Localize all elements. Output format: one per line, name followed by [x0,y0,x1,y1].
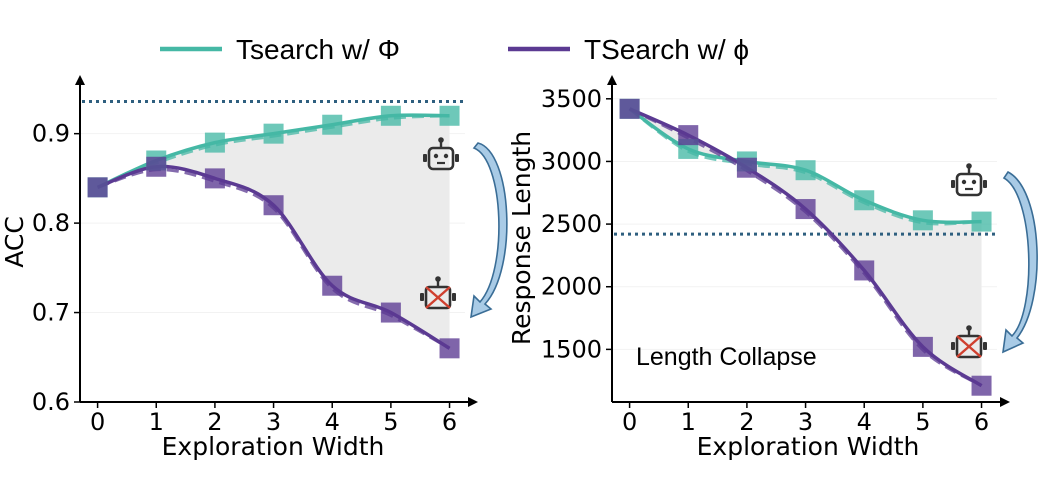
chart-acc-xtick-label: 5 [383,408,398,436]
legend: Tsearch w/ Φ TSearch w/ ϕ [160,34,749,65]
chart-acc-point [146,156,167,177]
chart-acc-markers [87,105,460,359]
robot-icon [423,137,459,171]
chart-length-xtick-label: 1 [681,408,696,436]
legend-label-purple: TSearch w/ ϕ [584,34,749,65]
chart-acc-point [439,338,460,359]
chart-acc-point [322,114,343,135]
chart-acc-ytick-label: 0.7 [32,299,70,327]
chart-acc-point [380,105,401,126]
chart-length-xlabel: Exploration Width [697,432,920,461]
chart-acc: 0.6 0.7 0.8 0.9 0 1 2 3 4 5 6 Exploration Width AC… [0,75,508,461]
chart-length-ytick-label: 2000 [541,273,602,301]
chart-acc-xtick-label: 4 [325,408,340,436]
chart-acc-xlabel: Exploration Width [162,432,385,461]
chart-acc-xtick-label: 3 [266,408,281,436]
chart-length-ylabel: Response Length [507,131,536,345]
chart-acc-point [204,168,225,189]
chart-length-point [736,157,757,178]
chart-length-point [795,199,816,220]
chart-length-xtick-label: 4 [857,408,872,436]
chart-acc-shaded-region [97,115,450,349]
legend-label-teal: Tsearch w/ Φ [236,34,400,65]
chart-length-xtick-label: 5 [915,408,930,436]
chart-length-shaded-region [629,108,982,386]
chart-length-markers [619,98,992,396]
chart-length-point [971,375,992,396]
chart-acc-point [263,123,284,144]
chart-acc-ylabel: ACC [0,216,29,268]
chart-acc-xtick-label: 2 [207,408,222,436]
chart-length-point [912,210,933,231]
chart-length-xtick-label: 3 [798,408,813,436]
chart-acc-point [263,195,284,216]
length-collapse-annotation: Length Collapse [636,343,817,371]
chart-length-xtick-label: 6 [974,408,989,436]
chart-length-point [619,98,640,119]
chart-length-point [795,160,816,181]
chart-length-point [912,336,933,357]
chart-acc-ytick-label: 0.6 [32,388,70,416]
chart-length-point [854,260,875,281]
broken-robot-icon [951,325,987,359]
chart-acc-point [87,177,108,198]
chart-acc-ytick-label: 0.9 [32,120,70,148]
chart-acc-xtick-label: 6 [442,408,457,436]
chart-acc-point [322,275,343,296]
chart-acc-point [204,132,225,153]
chart-acc-ticks: 0.6 0.7 0.8 0.9 0 1 2 3 4 5 6 [32,120,457,436]
chart-length-xtick-label: 0 [622,408,637,436]
chart-length-ytick-label: 3500 [541,85,602,113]
chart-length-point [854,190,875,211]
chart-length-ytick-label: 1500 [541,335,602,363]
broken-robot-icon [420,276,456,310]
chart-length-ticks: 1500 2000 2500 3000 3500 0 1 2 3 4 5 6 [541,85,989,436]
chart-length-point [678,125,699,146]
chart-response-length: 1500 2000 2500 3000 3500 0 1 2 3 4 5 6 Exploration … [507,75,1038,461]
chart-acc-point [439,105,460,126]
chart-acc-xtick-label: 1 [149,408,164,436]
chart-length-curved-arrow [1002,170,1038,354]
robot-icon [951,163,987,197]
chart-length-point [971,211,992,232]
chart-length-ytick-label: 2500 [541,210,602,238]
chart-length-xtick-label: 2 [739,408,754,436]
chart-acc-point [380,302,401,323]
chart-acc-curved-arrow [470,142,508,319]
chart-length-ytick-label: 3000 [541,147,602,175]
chart-acc-xtick-label: 0 [90,408,105,436]
chart-acc-ytick-label: 0.8 [32,209,70,237]
